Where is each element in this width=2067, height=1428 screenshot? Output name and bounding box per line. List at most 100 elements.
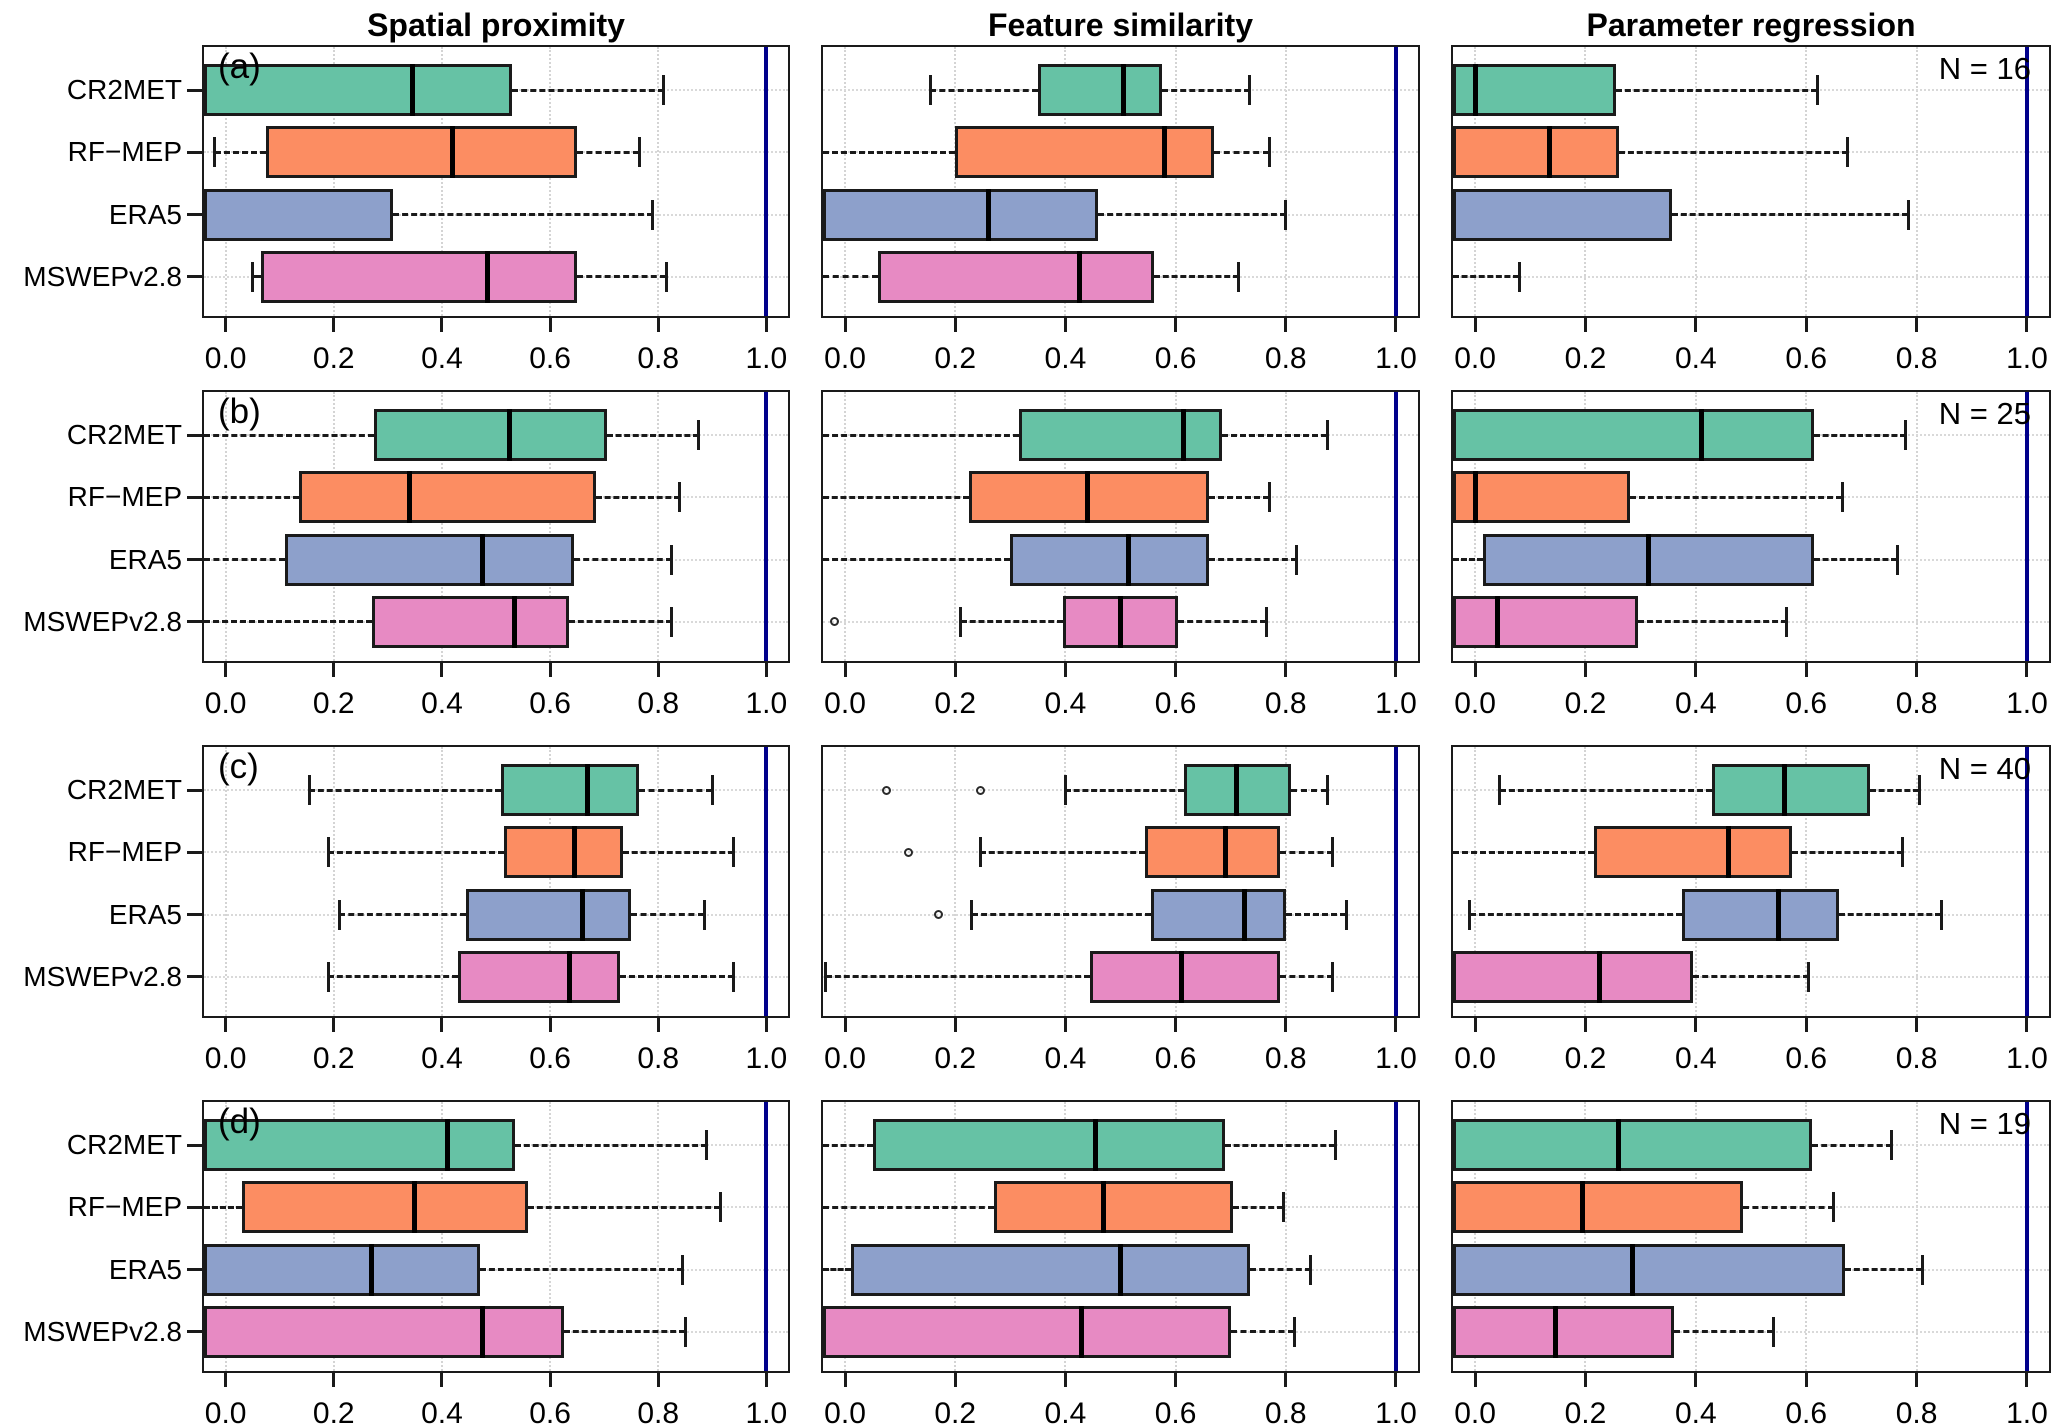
iqr-box bbox=[1453, 126, 1619, 179]
whisker-cap-high bbox=[1901, 837, 1905, 868]
x-axis-tick bbox=[843, 663, 847, 677]
x-axis-tick bbox=[656, 1373, 660, 1387]
y-axis-tick bbox=[187, 88, 202, 92]
x-axis-tick bbox=[2025, 663, 2029, 677]
median-line bbox=[1118, 1243, 1123, 1296]
whisker-cap-high bbox=[670, 544, 674, 575]
median-line bbox=[1126, 533, 1132, 586]
whisker-low bbox=[328, 975, 459, 979]
x-axis-tick bbox=[1583, 1373, 1587, 1387]
gridline-vertical bbox=[440, 747, 443, 1016]
median-line bbox=[409, 64, 415, 117]
gridline-vertical bbox=[844, 747, 847, 1016]
whisker-cap-low bbox=[978, 837, 982, 868]
x-axis-tick bbox=[1915, 318, 1919, 332]
whisker-low bbox=[204, 433, 375, 437]
iqr-box bbox=[1453, 1305, 1674, 1358]
gridline-vertical bbox=[1474, 747, 1477, 1016]
x-axis-tick bbox=[1174, 1373, 1178, 1387]
whisker-high bbox=[1214, 150, 1270, 154]
whisker-low bbox=[823, 495, 969, 499]
whisker-high bbox=[1208, 558, 1297, 562]
y-axis-label: RF−MEP bbox=[67, 836, 182, 868]
whisker-cap-high bbox=[1517, 261, 1521, 292]
sample-size-label: N = 19 bbox=[1938, 1106, 2031, 1141]
x-axis-tick-label: 0.0 bbox=[1454, 342, 1496, 375]
x-axis-tick-label: 0.2 bbox=[1564, 342, 1607, 375]
median-line bbox=[1629, 1243, 1635, 1296]
median-line bbox=[580, 888, 586, 941]
whisker-cap-high bbox=[1846, 137, 1850, 168]
outlier-point bbox=[903, 847, 913, 857]
x-axis-tick bbox=[1063, 663, 1067, 677]
x-axis-tick-label: 0.0 bbox=[204, 687, 247, 720]
x-axis-tick bbox=[548, 318, 552, 332]
iqr-box bbox=[1593, 826, 1793, 879]
whisker-cap-high bbox=[1939, 899, 1943, 930]
iqr-box bbox=[850, 1243, 1250, 1296]
gridline-vertical bbox=[954, 1102, 957, 1371]
outlier-point bbox=[934, 910, 944, 920]
whisker-cap-high bbox=[1785, 606, 1789, 637]
boxplot-panel: N = 40 bbox=[1451, 745, 2051, 1018]
x-axis-tick-label: 0.6 bbox=[1154, 1397, 1197, 1428]
whisker-low bbox=[1453, 850, 1594, 854]
x-axis-tick-label: 1.0 bbox=[745, 687, 788, 720]
iqr-box bbox=[1453, 409, 1815, 462]
whisker-high bbox=[1233, 1205, 1284, 1209]
whisker-high bbox=[569, 620, 672, 624]
whisker-low bbox=[1065, 788, 1184, 792]
median-line bbox=[1552, 1305, 1558, 1358]
x-axis-tick bbox=[1915, 1018, 1919, 1032]
x-axis-tick-label: 1.0 bbox=[1375, 1397, 1417, 1428]
x-axis-tick bbox=[332, 1373, 336, 1387]
x-axis-tick bbox=[1284, 1373, 1288, 1387]
whisker-cap-high bbox=[1284, 199, 1288, 230]
x-axis-tick-label: 0.8 bbox=[637, 687, 680, 720]
x-axis-tick-label: 0.8 bbox=[637, 1042, 680, 1075]
whisker-high bbox=[577, 275, 667, 279]
x-axis-tick-label: 0.2 bbox=[1564, 1042, 1607, 1075]
whisker-cap-high bbox=[732, 837, 736, 868]
x-axis-tick bbox=[1804, 318, 1808, 332]
iqr-box bbox=[878, 250, 1154, 303]
iqr-box bbox=[823, 1305, 1231, 1358]
whisker-cap-high bbox=[710, 775, 714, 806]
median-line bbox=[485, 250, 491, 303]
whisker-high bbox=[1742, 1205, 1834, 1209]
gridline-vertical bbox=[1064, 392, 1067, 661]
whisker-high bbox=[479, 1268, 683, 1272]
gridline-vertical bbox=[1915, 1102, 1918, 1371]
whisker-high bbox=[528, 1205, 721, 1209]
x-axis-tick bbox=[953, 1018, 957, 1032]
reference-line bbox=[2024, 747, 2029, 1016]
whisker-high bbox=[639, 788, 713, 792]
whisker-cap-high bbox=[637, 137, 641, 168]
x-axis-tick-label: 0.4 bbox=[1674, 342, 1717, 375]
boxplot-panel: (c) bbox=[202, 745, 790, 1018]
y-axis-tick bbox=[187, 433, 202, 437]
whisker-high bbox=[1225, 1143, 1336, 1147]
x-axis-tick-label: 0.2 bbox=[934, 342, 977, 375]
x-axis-tick bbox=[953, 663, 957, 677]
whisker-low bbox=[1499, 788, 1713, 792]
boxplot-panel: N = 16 bbox=[1451, 45, 2051, 318]
gridline-vertical bbox=[1805, 47, 1808, 316]
whisker-high bbox=[1811, 1143, 1892, 1147]
x-axis-tick-label: 0.0 bbox=[824, 342, 866, 375]
gridline-vertical bbox=[549, 1102, 552, 1371]
median-line bbox=[412, 1181, 418, 1234]
x-axis-tick bbox=[2025, 1018, 2029, 1032]
x-axis-tick-label: 0.2 bbox=[934, 687, 977, 720]
x-axis-tick bbox=[1473, 318, 1477, 332]
gridline-vertical bbox=[657, 47, 660, 316]
whisker-cap-low bbox=[337, 899, 341, 930]
median-line bbox=[571, 826, 577, 879]
gridline-vertical bbox=[1064, 47, 1067, 316]
whisker-high bbox=[1673, 1330, 1774, 1334]
whisker-cap-low bbox=[970, 899, 974, 930]
whisker-cap-high bbox=[664, 261, 668, 292]
gridline-vertical bbox=[1474, 392, 1477, 661]
y-axis-label: MSWEPv2.8 bbox=[23, 1315, 182, 1347]
whisker-low bbox=[823, 558, 1011, 562]
